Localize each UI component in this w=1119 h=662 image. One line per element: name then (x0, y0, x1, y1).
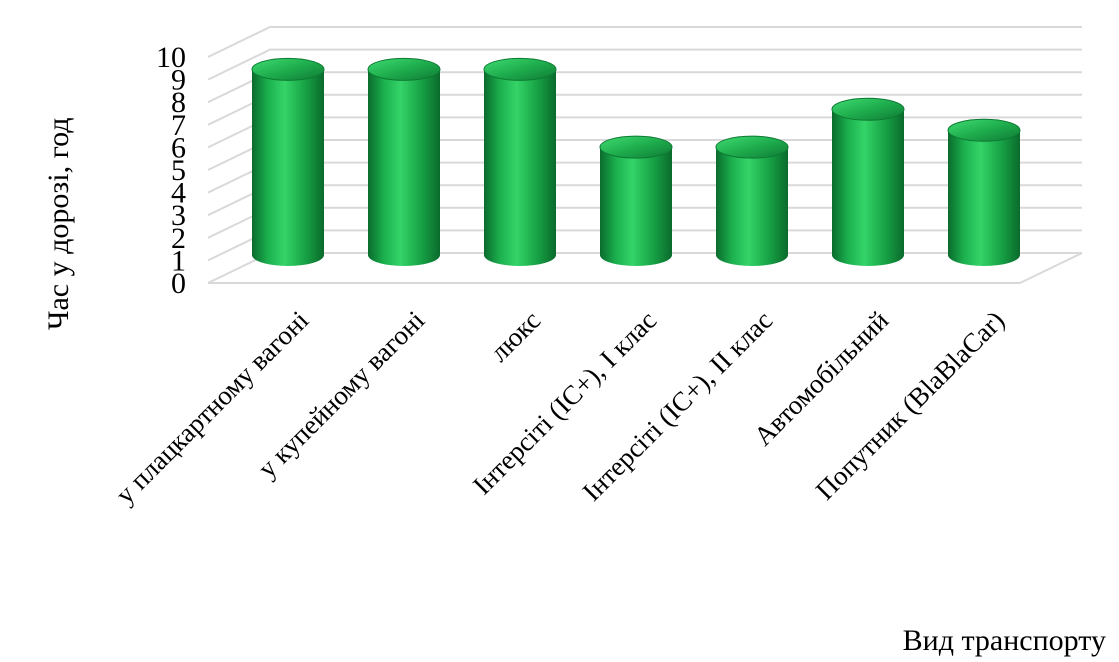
y-tick-label: 3 (171, 199, 186, 232)
y-tick-label: 7 (171, 109, 186, 142)
y-tick-label: 8 (171, 86, 186, 119)
floor-edge (1019, 252, 1083, 284)
gridline (207, 93, 1082, 126)
x-tick-label: Попутник (BlaBlaCar) (810, 305, 1010, 505)
bar-body (252, 69, 324, 266)
y-tick-label: 1 (171, 244, 186, 277)
bar (483, 57, 557, 266)
y-tick-label: 6 (171, 131, 186, 164)
bar-top (367, 57, 441, 81)
bar-top (947, 118, 1021, 142)
bar-top (599, 135, 673, 159)
gridline (207, 48, 1082, 81)
gridline (207, 26, 1082, 58)
x-axis-title: Вид транспорту (903, 624, 1106, 657)
bar-body (832, 109, 904, 266)
bar-top (831, 97, 905, 121)
bar (599, 135, 673, 266)
bar (251, 57, 325, 266)
bar-body (716, 147, 788, 266)
y-tick-label: 10 (156, 41, 186, 74)
gridline (207, 71, 1082, 104)
bars (251, 57, 1021, 266)
bar-body (948, 130, 1020, 266)
bar (715, 135, 789, 266)
bar-body (484, 69, 556, 266)
x-tick-label: Інтерсіті (IC+), II клас (577, 305, 779, 507)
bar (367, 57, 441, 266)
bar (831, 97, 905, 266)
x-tick-label: люкс (484, 305, 546, 367)
y-tick-label: 5 (171, 154, 186, 187)
bar-body (368, 69, 440, 266)
bar (947, 118, 1021, 266)
bar-body (600, 147, 672, 266)
y-axis-title: Час у дорозі, год (42, 117, 75, 330)
bar-top (483, 57, 557, 81)
y-tick-label: 2 (171, 222, 186, 255)
y-tick-label: 4 (171, 177, 186, 210)
bar-top (251, 57, 325, 81)
x-tick-label: у плацкартному вагоні (110, 305, 315, 510)
y-tick-label: 9 (171, 64, 186, 97)
bar-top (715, 135, 789, 159)
y-tick-label: 0 (171, 267, 186, 300)
